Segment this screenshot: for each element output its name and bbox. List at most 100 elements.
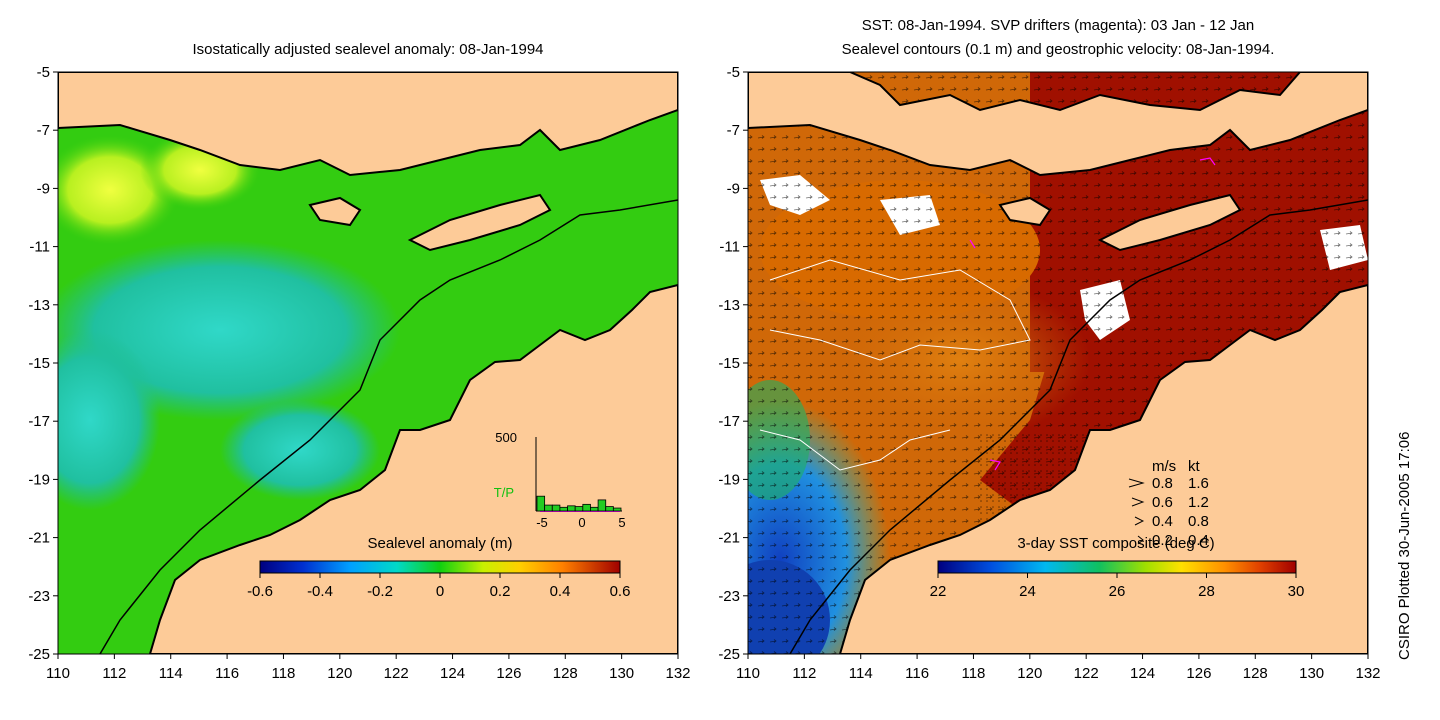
inset-bar: [605, 506, 614, 512]
right-panel-title-line2: Sealevel contours (0.1 m) and geostrophi…: [841, 41, 1275, 58]
velocity-legend-kt: 0.8: [1188, 513, 1209, 530]
left-colorbar-ticks: -0.6 -0.4 -0.2 0 0.2 0.4 0.6: [247, 573, 630, 600]
inset-series-label: T/P: [494, 485, 514, 500]
right-colorbar-ticks: 22 24 26 28 30: [930, 573, 1305, 600]
left-colorbar-tick-label: -0.6: [247, 583, 273, 600]
right-y-tick-label: -23: [718, 588, 740, 605]
left-x-tick-label: 122: [384, 665, 409, 682]
velocity-legend-header-kt: kt: [1188, 458, 1201, 475]
left-colorbar-tick-label: 0.6: [610, 583, 631, 600]
velocity-legend-ms: 0.6: [1152, 494, 1173, 511]
right-y-tick-label: -11: [719, 239, 740, 256]
velocity-legend-kt: 0.4: [1188, 532, 1209, 549]
inset-bar: [544, 504, 553, 512]
right-x-tick-label: 118: [961, 665, 985, 682]
left-y-tick-label: -21: [28, 530, 50, 547]
right-y-tick-label: -19: [718, 471, 740, 488]
left-colorbar: [259, 560, 621, 574]
right-y-tick-label: -17: [718, 413, 740, 430]
right-x-tick-label: 120: [1017, 665, 1042, 682]
left-y-tick-label: -9: [37, 180, 50, 197]
left-colorbar-tick-label: -0.2: [367, 583, 393, 600]
inset-bar: [590, 506, 599, 512]
left-colorbar-tick-label: 0: [436, 583, 444, 600]
velocity-legend-arrow: [1134, 516, 1145, 526]
right-colorbar-tick-label: 30: [1288, 583, 1305, 600]
right-y-tick-label: -7: [727, 122, 740, 139]
velocity-legend-header-ms: m/s: [1152, 458, 1176, 475]
inset-x-ticks: -5 0 5: [536, 515, 625, 530]
left-anomaly-low-3: [220, 400, 380, 500]
left-y-tick-label: -17: [28, 413, 50, 430]
left-colorbar-tick-label: 0.2: [490, 583, 511, 600]
velocity-legend-arrow: [1131, 497, 1145, 507]
left-y-tick-label: -15: [28, 355, 50, 372]
right-y-tick-label: -25: [718, 646, 740, 663]
right-y-tick-label: -9: [727, 180, 740, 197]
right-x-tick-label: 132: [1355, 665, 1380, 682]
left-sumba: [308, 196, 362, 227]
left-y-tick-label: -7: [37, 122, 50, 139]
right-x-tick-label: 114: [849, 665, 873, 682]
tp-inset: 500 T/P -5 0 5: [494, 430, 626, 530]
left-colorbar-tick-label: -0.4: [307, 583, 333, 600]
right-sumba: [998, 196, 1052, 227]
left-y-tick-label: -19: [28, 471, 50, 488]
right-x-tick-label: 122: [1074, 665, 1099, 682]
inset-bar: [559, 506, 568, 512]
inset-bar: [582, 503, 591, 512]
left-x-tick-label: 126: [496, 665, 521, 682]
left-x-tick-label: 128: [553, 665, 578, 682]
left-y-tick-label: -23: [28, 588, 50, 605]
right-axes: 110 112 114 116 118 120 122 124 126 128 130 132 -5 -7…: [718, 64, 1380, 682]
left-colorbar-label: Sealevel anomaly (m): [367, 535, 512, 552]
left-x-tick-label: 116: [215, 665, 239, 682]
left-anomaly-low-2: [58, 330, 160, 510]
right-timor: [1097, 193, 1242, 252]
velocity-legend-ms: 0.8: [1152, 475, 1173, 492]
left-x-tick-label: 114: [159, 665, 183, 682]
inset-bar: [536, 495, 546, 512]
left-y-tick-label: -25: [28, 646, 50, 663]
right-y-tick-label: -13: [718, 297, 740, 314]
right-y-tick-label: -21: [718, 530, 740, 547]
left-map: [58, 72, 678, 654]
left-timor: [407, 193, 552, 252]
left-axes: 110 112 114 116 118 120 122 124 126 128 130 132 -5 -7…: [28, 64, 690, 682]
right-colorbar-label: 3-day SST composite (deg C): [1017, 535, 1214, 552]
velocity-legend-ms: 0.4: [1152, 513, 1173, 530]
right-colorbar: [937, 560, 1297, 574]
left-x-tick-label: 132: [665, 665, 690, 682]
right-x-tick-label: 116: [905, 665, 929, 682]
inset-bar: [551, 504, 561, 512]
right-northern-land: [748, 72, 1368, 177]
inset-x-tick-label: -5: [536, 515, 548, 530]
right-drifter-tracks: [969, 157, 1216, 471]
left-y-tick-label: -13: [28, 297, 50, 314]
left-y-tick-label: -5: [37, 64, 50, 81]
right-colorbar-tick-label: 26: [1109, 583, 1126, 600]
inset-x-tick-label: 5: [618, 515, 625, 530]
left-y-tick-label: -11: [29, 239, 50, 256]
right-x-tick-label: 110: [736, 665, 760, 682]
left-x-tick-label: 118: [271, 665, 295, 682]
right-panel-title-line1: SST: 08-Jan-1994. SVP drifters (magenta)…: [861, 17, 1255, 34]
velocity-legend-kt: 1.2: [1188, 494, 1209, 511]
velocity-legend-rows: 0.8 1.6 0.6 1.2 0.4 0.8 0.2 0.4: [1128, 475, 1209, 549]
right-colorbar-tick-label: 28: [1198, 583, 1215, 600]
velocity-legend-ms: 0.2: [1152, 532, 1173, 549]
velocity-legend-arrow: [1137, 535, 1144, 545]
right-colorbar-tick-label: 22: [930, 583, 947, 600]
right-x-tick-label: 124: [1130, 665, 1155, 682]
inset-bar: [612, 507, 622, 512]
right-y-tick-label: -15: [718, 355, 740, 372]
right-shelf-contour: [789, 199, 1368, 654]
right-y-tick-label: -5: [727, 64, 740, 81]
velocity-legend-arrow: [1128, 478, 1145, 488]
left-panel-title: Isostatically adjusted sealevel anomaly:…: [192, 41, 544, 58]
velocity-legend: m/s kt 0.8 1.6 0.6 1.2 0.4 0.8 0.2 0.4: [1128, 458, 1209, 549]
left-x-tick-label: 110: [46, 665, 70, 682]
inset-bar: [567, 505, 576, 512]
left-colorbar-tick-label: 0.4: [550, 583, 571, 600]
